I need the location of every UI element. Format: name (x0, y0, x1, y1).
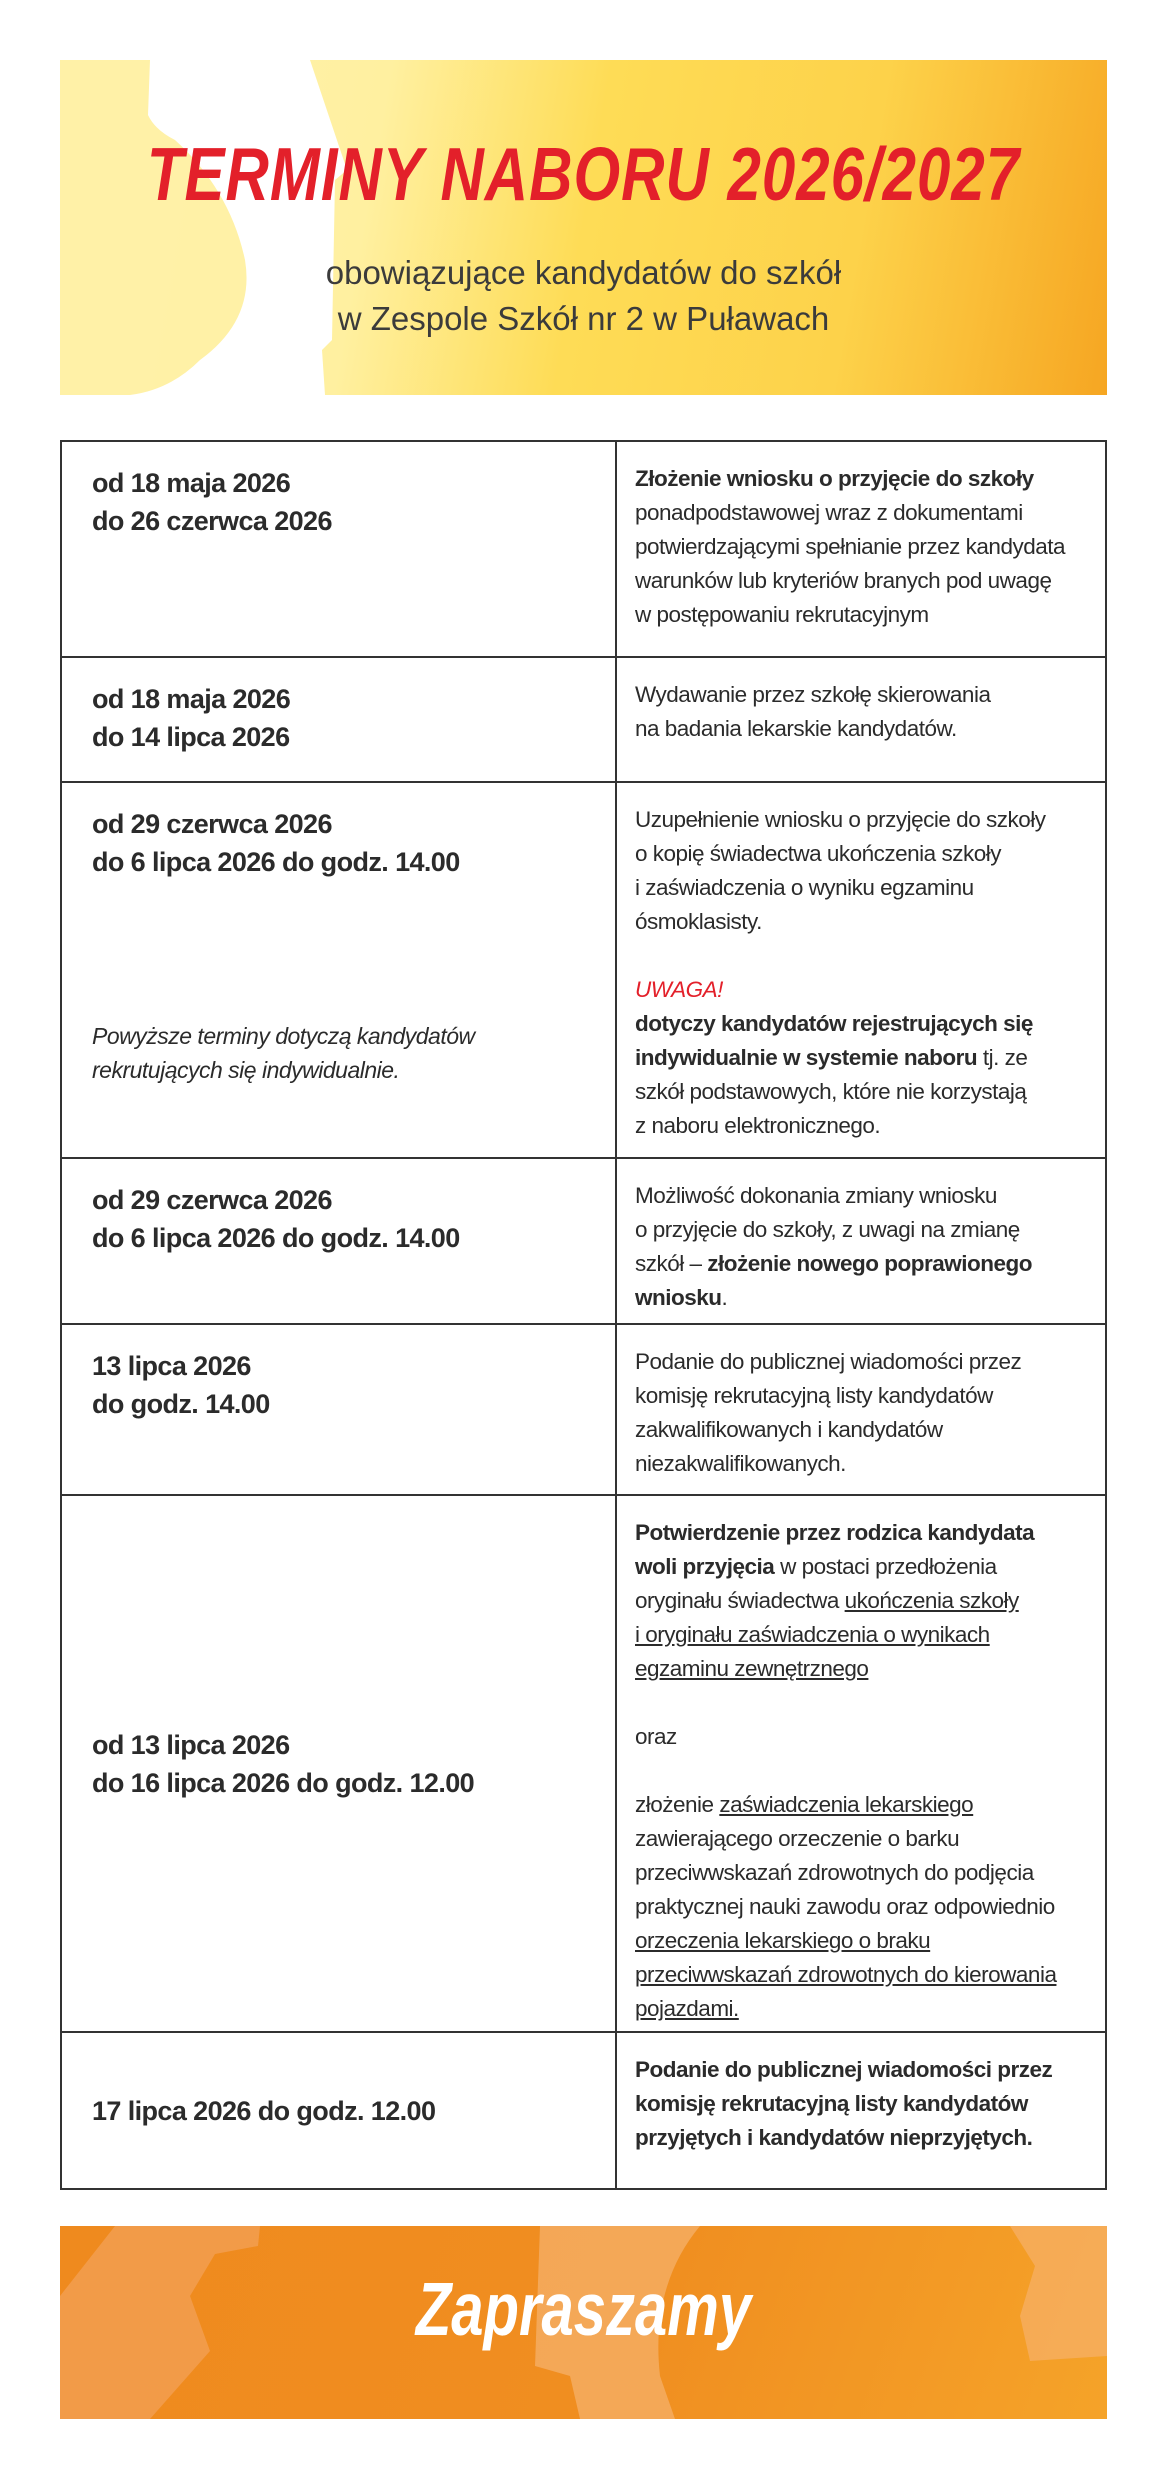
description-cell: Podanie do publicznej wiadomości przez k… (615, 2031, 1107, 2190)
description-cell: Złożenie wniosku o przyjęcie do szkoły p… (615, 440, 1107, 658)
description-text: tj. ze szkół podstawowych, które nie kor… (635, 1045, 1028, 1138)
description-text: w postaci przedłożenia oryginału świadec… (635, 1554, 997, 1613)
description-paragraph: złożenie zaświadczenia lekarskiego zawie… (635, 1788, 1091, 2026)
description-text: Możliwość dokonania zmiany wniosku o prz… (635, 1183, 1020, 1276)
date-cell: od 29 czerwca 2026 do 6 lipca 2026 do go… (60, 781, 617, 1159)
schedule-table: od 18 maja 2026 do 26 czerwca 2026 Złożen… (60, 440, 1107, 2190)
date-range: 17 lipca 2026 do godz. 12.00 (92, 2095, 436, 2126)
description-text: zawierającego orzeczenie o barku przeciw… (635, 1826, 1055, 1919)
gear-decoration-icon (60, 60, 347, 395)
footer-banner: Zapraszamy (60, 2226, 1107, 2419)
description-paragraph: Złożenie wniosku o przyjęcie do szkoły p… (635, 462, 1091, 632)
description-cell: Potwierdzenie przez rodzica kandydata wo… (615, 1494, 1107, 2033)
description-text: Podanie do publicznej wiadomości przez k… (635, 1349, 1022, 1476)
description-text: Podanie do publicznej wiadomości przez k… (635, 2057, 1053, 2150)
header-banner: TERMINY NABORU 2026/2027 obowiązujące ka… (60, 60, 1107, 395)
date-range: 13 lipca 2026 do godz. 14.00 (92, 1351, 270, 1419)
description-cell: Uzupełnienie wniosku o przyjęcie do szko… (615, 781, 1107, 1159)
page-title: TERMINY NABORU 2026/2027 (146, 132, 1021, 217)
description-paragraph: Uzupełnienie wniosku o przyjęcie do szko… (635, 803, 1091, 939)
invitation-text: Zapraszamy (415, 2267, 752, 2352)
description-paragraph: Możliwość dokonania zmiany wniosku o prz… (635, 1179, 1091, 1315)
date-cell: 13 lipca 2026 do godz. 14.00 (60, 1323, 617, 1496)
description-text: Złożenie wniosku o przyjęcie do szkoły (635, 466, 1034, 491)
table-row: 13 lipca 2026 do godz. 14.00 Podanie do p… (60, 1323, 1107, 1496)
note-text: Powyższe terminy dotyczą kandydatów rekr… (92, 1023, 475, 1083)
warning-label: UWAGA! (635, 977, 723, 1002)
gear-decoration-icon (60, 2226, 1107, 2419)
table-row: od 18 maja 2026 do 14 lipca 2026 Wydawani… (60, 656, 1107, 783)
description-text: Uzupełnienie wniosku o przyjęcie do szko… (635, 807, 1046, 934)
description-cell: Podanie do publicznej wiadomości przez k… (615, 1323, 1107, 1496)
date-cell: 17 lipca 2026 do godz. 12.00 (60, 2031, 617, 2190)
description-text: . (721, 1285, 728, 1310)
table-row: od 29 czerwca 2026 do 6 lipca 2026 do go… (60, 1157, 1107, 1325)
table-row: od 13 lipca 2026 do 16 lipca 2026 do god… (60, 1494, 1107, 2033)
date-cell: od 18 maja 2026 do 26 czerwca 2026 (60, 440, 617, 658)
date-cell: od 18 maja 2026 do 14 lipca 2026 (60, 656, 617, 783)
table-row: od 18 maja 2026 do 26 czerwca 2026 Złożen… (60, 440, 1107, 658)
description-text: ukończenia szkoły i oryginału zaświadcze… (635, 1588, 1019, 1681)
description-text: złożenie (635, 1792, 720, 1817)
date-range: od 18 maja 2026 do 26 czerwca 2026 (92, 468, 332, 536)
description-cell: Wydawanie przez szkołę skierowania na ba… (615, 656, 1107, 783)
description-text: zaświadczenia lekarskiego (719, 1792, 974, 1817)
description-text: orzeczenia lekarskiego o braku przeciwws… (635, 1928, 1057, 2021)
date-range: od 29 czerwca 2026 do 6 lipca 2026 do go… (92, 809, 460, 877)
page-subtitle: obowiązujące kandydatów do szkół w Zespo… (325, 254, 842, 337)
date-range: od 29 czerwca 2026 do 6 lipca 2026 do go… (92, 1185, 460, 1253)
description-text: Potwierdzenie przez rodzica kandydata wo… (635, 1520, 1035, 1579)
description-text: dotyczy kandydatów rejestrujących się in… (635, 1011, 1033, 1070)
table-row: 17 lipca 2026 do godz. 12.00 Podanie do p… (60, 2031, 1107, 2190)
description-paragraph: oraz (635, 1720, 1091, 1754)
description-paragraph: Potwierdzenie przez rodzica kandydata wo… (635, 1516, 1091, 1686)
description-paragraph: Podanie do publicznej wiadomości przez k… (635, 2053, 1091, 2155)
table-row: od 29 czerwca 2026 do 6 lipca 2026 do go… (60, 781, 1107, 1159)
description-cell: Możliwość dokonania zmiany wniosku o prz… (615, 1157, 1107, 1325)
description-text: złożenie nowego poprawionego wniosku (635, 1251, 1033, 1310)
description-text: Wydawanie przez szkołę skierowania na ba… (635, 682, 991, 741)
description-text: ponadpodstawowej wraz z dokumentami potw… (635, 500, 1066, 627)
description-paragraph: Wydawanie przez szkołę skierowania na ba… (635, 678, 1091, 746)
date-cell: od 13 lipca 2026 do 16 lipca 2026 do god… (60, 1494, 617, 2033)
date-cell: od 29 czerwca 2026 do 6 lipca 2026 do go… (60, 1157, 617, 1325)
description-text: oraz (635, 1724, 677, 1749)
description-paragraph: Podanie do publicznej wiadomości przez k… (635, 1345, 1091, 1481)
date-range: od 13 lipca 2026 do 16 lipca 2026 do god… (92, 1729, 475, 1798)
description-paragraph: UWAGA! dotyczy kandydatów rejestrujących… (635, 973, 1091, 1143)
date-range: od 18 maja 2026 do 14 lipca 2026 (92, 684, 291, 752)
